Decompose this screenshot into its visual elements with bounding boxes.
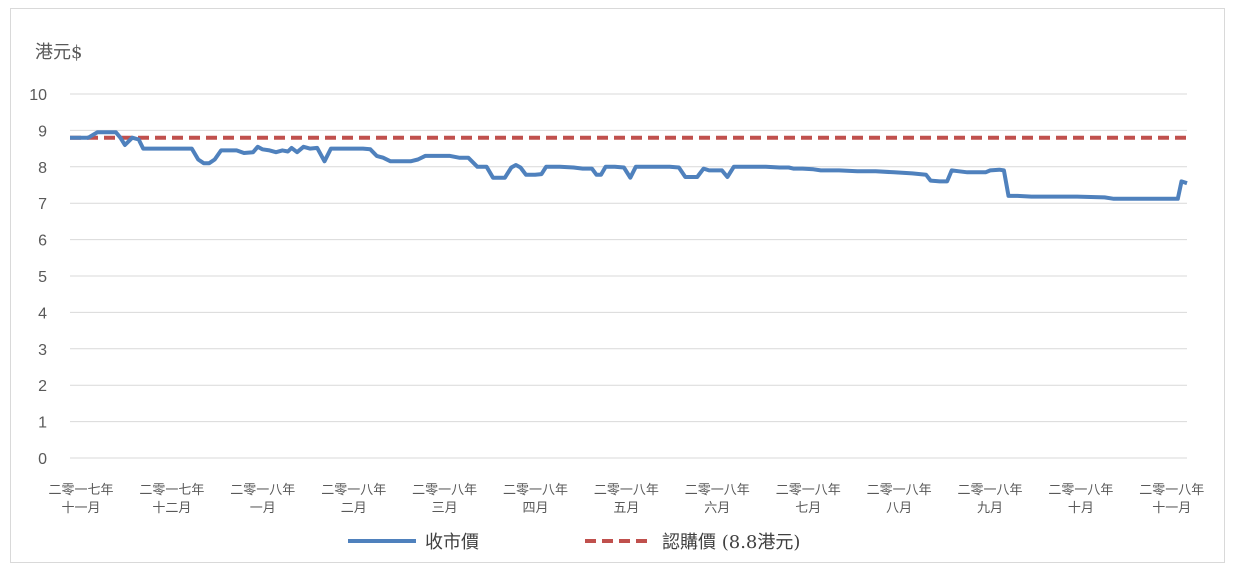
closing-price-line xyxy=(70,130,1188,201)
x-tick-label: 二零一八年六月 xyxy=(685,483,750,516)
y-tick-label: 0 xyxy=(38,451,47,468)
gridlines xyxy=(70,93,1187,459)
series-lines xyxy=(70,130,1188,201)
y-tick-label: 1 xyxy=(38,415,47,432)
legend-label-2: 認購價 (8.8港元) xyxy=(662,532,800,553)
y-tick-label: 6 xyxy=(38,233,47,250)
x-tick-label: 二零一八年九月 xyxy=(957,483,1022,516)
x-tick-label: 二零一八年五月 xyxy=(594,483,659,516)
x-tick-label: 二零一八年四月 xyxy=(503,483,568,516)
x-tick-label: 二零一七年十一月 xyxy=(48,483,113,516)
x-tick-label: 二零一八年二月 xyxy=(321,483,386,516)
legend: 收市價 認購價 (8.8港元) xyxy=(348,532,800,553)
y-tick-label: 2 xyxy=(38,378,47,395)
y-tick-label: 7 xyxy=(38,196,47,213)
x-tick-label: 二零一八年八月 xyxy=(867,483,932,516)
y-tick-label: 5 xyxy=(38,269,47,286)
y-tick-labels: 0 1 2 3 4 5 6 7 8 9 10 xyxy=(29,87,47,468)
x-tick-label: 二零一八年一月 xyxy=(230,483,295,516)
y-axis-label: 港元$ xyxy=(35,42,82,63)
legend-label-1: 收市價 xyxy=(425,532,479,553)
y-tick-label: 3 xyxy=(38,342,47,359)
x-tick-label: 二零一七年十二月 xyxy=(139,483,204,516)
x-tick-labels: 二零一七年十一月二零一七年十二月二零一八年一月二零一八年二月二零一八年三月二零一… xyxy=(48,483,1204,516)
x-tick-label: 二零一八年七月 xyxy=(776,483,841,516)
x-tick-label: 二零一八年十月 xyxy=(1048,483,1113,516)
x-tick-label: 二零一八年十一月 xyxy=(1139,483,1204,516)
y-tick-label: 9 xyxy=(38,123,47,140)
y-tick-label: 4 xyxy=(38,305,47,322)
chart-frame xyxy=(10,8,1225,563)
x-tick-label: 二零一八年三月 xyxy=(412,483,477,516)
y-tick-label: 8 xyxy=(38,160,47,177)
y-tick-label: 10 xyxy=(29,87,47,104)
